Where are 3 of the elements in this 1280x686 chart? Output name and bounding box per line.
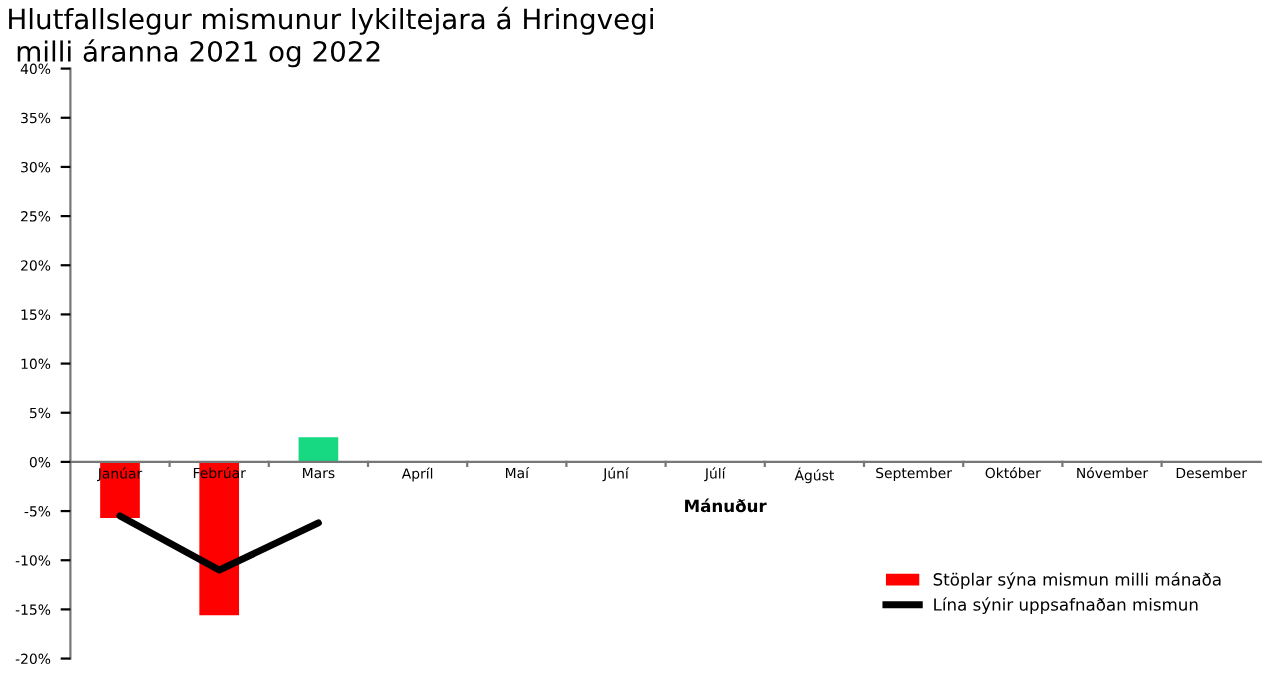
x-axis-title: Mánuður	[685, 498, 767, 513]
legend-label: Stöplar sýna mismun milli mánaða	[933, 572, 1221, 589]
legend-label: Lína sýnir uppsafnaðan mismun	[934, 597, 1198, 615]
